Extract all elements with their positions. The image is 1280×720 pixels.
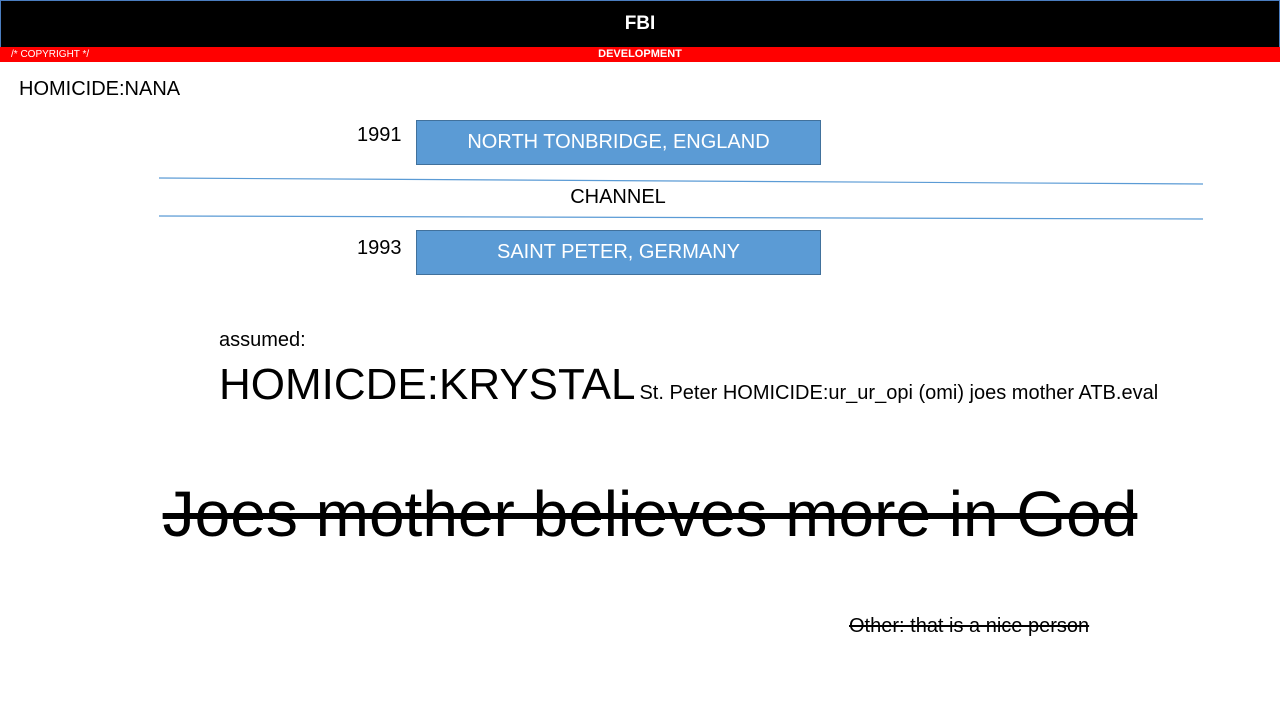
location-box: SAINT PETER, GERMANY [416,230,821,275]
channel-line-top [158,177,1204,185]
channel-line-bottom [158,215,1204,220]
timeline-year: 1991 [357,124,402,146]
timeline-year: 1993 [357,237,402,259]
environment-label: DEVELOPMENT [598,48,682,60]
struck-note: Other: that is a nice person [849,615,1090,637]
environment-bar [0,47,1280,62]
assumption-primary: HOMICDE:KRYSTAL [219,360,636,409]
assumption-line: HOMICDE:KRYSTAL St. Peter HOMICIDE:ur_ur_… [219,360,1158,410]
location-box: NORTH TONBRIDGE, ENGLAND [416,120,821,165]
header-title: FBI [624,13,656,34]
struck-headline: Joes mother believes more in God [162,478,1138,550]
channel-label: CHANNEL [570,186,666,208]
case-title: HOMICIDE:NANA [19,78,181,100]
header-bar [0,0,1280,47]
assumed-label: assumed: [219,329,306,351]
copyright-label: /* COPYRIGHT */ [11,49,90,60]
assumption-detail: St. Peter HOMICIDE:ur_ur_opi (omi) joes … [639,382,1159,404]
